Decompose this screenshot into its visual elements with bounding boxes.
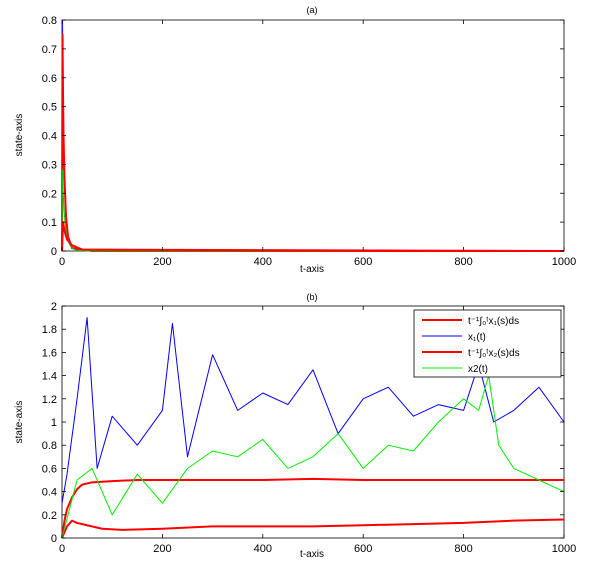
panel-a-ylabel: state-axis bbox=[14, 114, 25, 157]
panel-b-series-1-line bbox=[61, 477, 564, 539]
legend: t⁻¹∫₀ᵗx₁(s)ds x₁(t) t⁻¹∫₀ᵗx₂(s)ds x2(t) bbox=[413, 309, 562, 378]
panel-a-x-tick-label: 600 bbox=[354, 256, 372, 268]
panel-b-y-tick-label: 0.4 bbox=[42, 487, 57, 499]
panel-a-series-3-line bbox=[61, 169, 564, 252]
panel-b-y-tick-label: 1 bbox=[51, 417, 57, 429]
panel-b-xlabel: t-axis bbox=[300, 549, 324, 560]
panel-b-y-tick-label: 2 bbox=[51, 301, 57, 313]
legend-label-3: t⁻¹∫₀ᵗx₂(s)ds bbox=[468, 348, 520, 359]
panel-a-y-tick-label: 0.7 bbox=[42, 44, 57, 56]
panel-b-ylabel: state-axis bbox=[14, 401, 25, 444]
panel-b-y-tick-label: 1.4 bbox=[42, 371, 57, 383]
panel-b-series-4-line bbox=[61, 375, 565, 539]
panel-b-x-tick-label: 1000 bbox=[552, 543, 576, 555]
panel-b-x-tick-label: 400 bbox=[254, 543, 272, 555]
panel-a-x-tick-label: 800 bbox=[454, 256, 472, 268]
panel-a-plot bbox=[61, 19, 565, 252]
panel-a-y-tick-label: 0.4 bbox=[42, 131, 57, 143]
panel-a-y-tick-label: 0.3 bbox=[42, 159, 57, 171]
panel-a-series-1-line bbox=[61, 19, 564, 252]
legend-label-2: x₁(t) bbox=[468, 332, 486, 343]
panel-b: (b) 0 0.2 0.4 0.6 0.8 1 1.2 1.4 1.6 1.8 2 0 200 400 6… bbox=[14, 292, 576, 560]
panel-a-x-tick-label: 400 bbox=[254, 256, 272, 268]
legend-item-3: t⁻¹∫₀ᵗx₂(s)ds bbox=[422, 348, 520, 359]
panel-b-x-tick-label: 200 bbox=[153, 543, 171, 555]
panel-b-x-ticks: 0 200 400 600 800 1000 bbox=[59, 306, 576, 555]
panel-a-y-tick-label: 0.8 bbox=[42, 15, 57, 27]
panel-a-y-tick-label: 0.5 bbox=[42, 102, 57, 114]
panel-b-x-tick-label: 800 bbox=[454, 543, 472, 555]
panel-a-xlabel: t-axis bbox=[300, 264, 324, 275]
panel-a-y-tick-label: 0.2 bbox=[42, 188, 57, 200]
panel-a: (a) 0 0.1 0.2 0.3 0.4 0.5 0.6 0.7 0.8 0 200 400 600… bbox=[14, 5, 576, 275]
legend-label-4: x2(t) bbox=[468, 364, 488, 375]
legend-item-1: t⁻¹∫₀ᵗx₁(s)ds bbox=[422, 316, 519, 327]
panel-b-y-tick-label: 0 bbox=[51, 533, 57, 545]
panel-b-y-tick-label: 0.2 bbox=[42, 510, 57, 522]
legend-item-2: x₁(t) bbox=[422, 332, 486, 343]
panel-a-frame bbox=[61, 19, 565, 252]
panel-b-y-tick-label: 0.6 bbox=[42, 463, 57, 475]
panel-a-x-tick-label: 0 bbox=[59, 256, 65, 268]
panel-b-x-tick-label: 600 bbox=[354, 543, 372, 555]
panel-a-series-4-line bbox=[61, 221, 565, 252]
panel-a-series-2-line bbox=[61, 33, 564, 252]
panel-b-y-tick-label: 1.2 bbox=[42, 394, 57, 406]
panel-b-series-3-line bbox=[61, 518, 565, 539]
legend-item-4: x2(t) bbox=[422, 364, 488, 375]
legend-box bbox=[413, 309, 562, 378]
panel-b-y-ticks: 0 0.2 0.4 0.6 0.8 1 1.2 1.4 1.6 1.8 2 bbox=[42, 301, 564, 545]
panel-a-x-tick-label: 200 bbox=[153, 256, 171, 268]
legend-label-1: t⁻¹∫₀ᵗx₁(s)ds bbox=[468, 316, 519, 327]
panel-a-x-tick-label: 1000 bbox=[552, 256, 576, 268]
panel-a-y-tick-label: 0.6 bbox=[42, 73, 57, 85]
panel-a-y-tick-label: 0 bbox=[51, 246, 57, 258]
panel-a-x-ticks: 0 200 400 600 800 1000 bbox=[59, 20, 576, 268]
panel-b-y-tick-label: 1.6 bbox=[42, 347, 57, 359]
panel-b-x-tick-label: 0 bbox=[59, 543, 65, 555]
panel-a-y-ticks: 0 0.1 0.2 0.3 0.4 0.5 0.6 0.7 0.8 bbox=[42, 15, 564, 258]
panel-b-y-tick-label: 1.8 bbox=[42, 324, 57, 336]
panel-a-title: (a) bbox=[307, 5, 318, 15]
panel-a-y-tick-label: 0.1 bbox=[42, 217, 57, 229]
panel-b-title: (b) bbox=[307, 292, 318, 302]
panel-b-y-tick-label: 0.8 bbox=[42, 440, 57, 452]
